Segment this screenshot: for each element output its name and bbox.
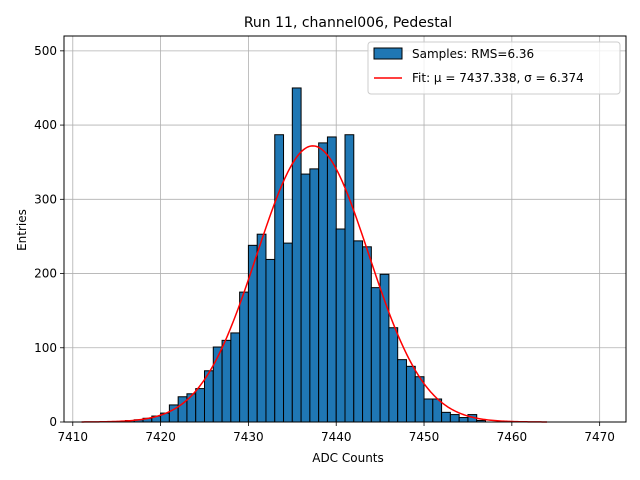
x-tick-label: 7410 bbox=[58, 430, 89, 444]
x-tick-label: 7440 bbox=[321, 430, 352, 444]
histogram-bar bbox=[441, 411, 451, 423]
y-axis-label: Entries bbox=[15, 209, 29, 251]
histogram-bar bbox=[309, 168, 320, 423]
x-tick-label: 7430 bbox=[233, 430, 264, 444]
histogram-bar bbox=[423, 398, 434, 423]
fit-curve bbox=[81, 145, 547, 423]
y-tick-label: 0 bbox=[49, 415, 57, 429]
x-tick-label: 7470 bbox=[584, 430, 615, 444]
x-tick-label: 7450 bbox=[409, 430, 440, 444]
histogram-bar bbox=[397, 359, 407, 423]
legend-histogram-label: Samples: RMS=6.36 bbox=[412, 47, 534, 61]
histogram-bar bbox=[432, 398, 443, 423]
chart-title: Run 11, channel006, Pedestal bbox=[244, 15, 452, 31]
histogram-bar bbox=[247, 244, 258, 423]
histogram-bar bbox=[326, 136, 337, 423]
histogram-bar bbox=[379, 273, 390, 423]
y-axis-ticks: 0 100 200 300 400 500 bbox=[34, 44, 64, 429]
histogram-bar bbox=[265, 258, 276, 423]
histogram-bar bbox=[239, 291, 249, 423]
y-tick-label: 100 bbox=[34, 341, 57, 355]
histogram-bar bbox=[291, 87, 302, 423]
y-tick-label: 200 bbox=[34, 267, 57, 281]
histogram-bar bbox=[283, 242, 293, 423]
y-tick-label: 400 bbox=[34, 118, 57, 132]
legend-fit-label: Fit: μ = 7437.338, σ = 6.374 bbox=[412, 71, 584, 85]
histogram-bar bbox=[405, 365, 416, 423]
legend-histogram-patch bbox=[373, 47, 403, 60]
histogram-bar bbox=[221, 339, 232, 423]
histogram-bar bbox=[256, 233, 267, 423]
histogram-bar bbox=[388, 327, 399, 423]
histogram-bar bbox=[300, 173, 311, 423]
x-axis-ticks: 7410 7420 7430 7440 7450 7460 7470 bbox=[58, 422, 615, 444]
histogram-bar bbox=[414, 376, 425, 423]
histogram-bar bbox=[370, 287, 381, 423]
histogram-bar bbox=[344, 134, 355, 423]
histogram-bar bbox=[318, 142, 328, 423]
legend-box bbox=[367, 41, 621, 95]
histogram-bar bbox=[274, 134, 285, 423]
histogram-bar bbox=[449, 414, 460, 423]
histogram-bar bbox=[230, 332, 241, 423]
histogram-bar bbox=[195, 388, 205, 423]
histogram-bars bbox=[124, 87, 486, 423]
histogram-bar bbox=[458, 417, 469, 423]
y-tick-label: 300 bbox=[34, 192, 57, 206]
y-tick-label: 500 bbox=[34, 44, 57, 58]
x-tick-label: 7420 bbox=[145, 430, 176, 444]
histogram-bar bbox=[335, 228, 346, 423]
histogram-bar bbox=[353, 240, 364, 423]
legend: Samples: RMS=6.36 Fit: μ = 7437.338, σ =… bbox=[367, 41, 621, 95]
x-tick-label: 7460 bbox=[497, 430, 528, 444]
histogram-bar bbox=[362, 246, 372, 423]
x-axis-label: ADC Counts bbox=[312, 451, 384, 465]
fit-curve-group bbox=[81, 145, 547, 423]
plot-frame bbox=[63, 35, 627, 423]
